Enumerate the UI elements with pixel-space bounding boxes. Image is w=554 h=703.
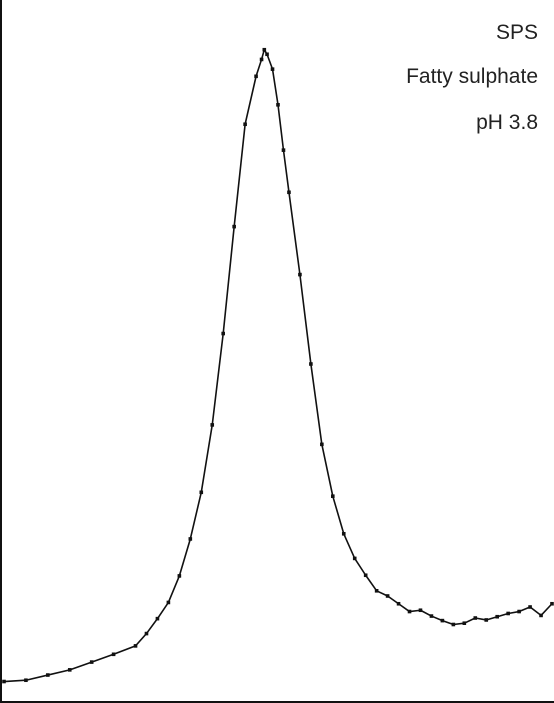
data-point bbox=[506, 611, 510, 616]
series-line bbox=[3, 48, 553, 683]
data-point bbox=[89, 660, 94, 664]
data-point bbox=[243, 122, 247, 127]
data-point bbox=[166, 600, 171, 605]
series-group bbox=[2, 47, 554, 684]
data-point bbox=[259, 57, 264, 62]
data-point bbox=[396, 601, 401, 606]
annotation-fatty-sulphate: Fatty sulphate bbox=[406, 65, 538, 88]
data-point bbox=[539, 613, 543, 618]
data-point bbox=[276, 103, 280, 107]
data-point bbox=[407, 609, 412, 614]
data-point bbox=[451, 622, 456, 627]
data-point bbox=[155, 616, 160, 621]
data-point bbox=[265, 52, 269, 57]
data-point bbox=[363, 573, 368, 578]
data-point bbox=[2, 679, 6, 684]
data-point bbox=[67, 668, 72, 672]
data-point bbox=[341, 531, 346, 536]
data-point bbox=[177, 574, 182, 578]
data-point bbox=[46, 673, 50, 677]
data-point bbox=[287, 190, 291, 195]
annotation-sps: SPS bbox=[495, 21, 538, 44]
data-point bbox=[24, 678, 28, 683]
data-point bbox=[298, 272, 302, 277]
data-point bbox=[254, 74, 258, 79]
data-point bbox=[418, 608, 423, 613]
data-point bbox=[374, 589, 379, 593]
data-point bbox=[440, 618, 445, 623]
data-point bbox=[320, 442, 324, 447]
data-point bbox=[385, 594, 390, 598]
data-point bbox=[270, 67, 275, 71]
data-point bbox=[429, 614, 434, 618]
data-point bbox=[133, 644, 138, 648]
data-point bbox=[352, 556, 357, 561]
data-point bbox=[281, 148, 286, 152]
data-point bbox=[528, 605, 532, 609]
data-point bbox=[210, 423, 215, 427]
data-point bbox=[550, 601, 554, 606]
data-point bbox=[221, 331, 225, 336]
data-point bbox=[484, 618, 489, 622]
data-point bbox=[144, 631, 149, 636]
data-point bbox=[111, 652, 116, 657]
data-point bbox=[462, 621, 467, 625]
data-point bbox=[188, 537, 193, 541]
data-point bbox=[331, 494, 335, 498]
data-point bbox=[232, 224, 236, 229]
annotation-ph: pH 3.8 bbox=[476, 111, 538, 134]
data-point bbox=[517, 609, 521, 614]
data-point bbox=[473, 616, 478, 620]
data-point bbox=[262, 47, 267, 52]
data-point bbox=[309, 362, 313, 366]
data-point bbox=[199, 490, 204, 495]
data-point bbox=[495, 614, 499, 619]
